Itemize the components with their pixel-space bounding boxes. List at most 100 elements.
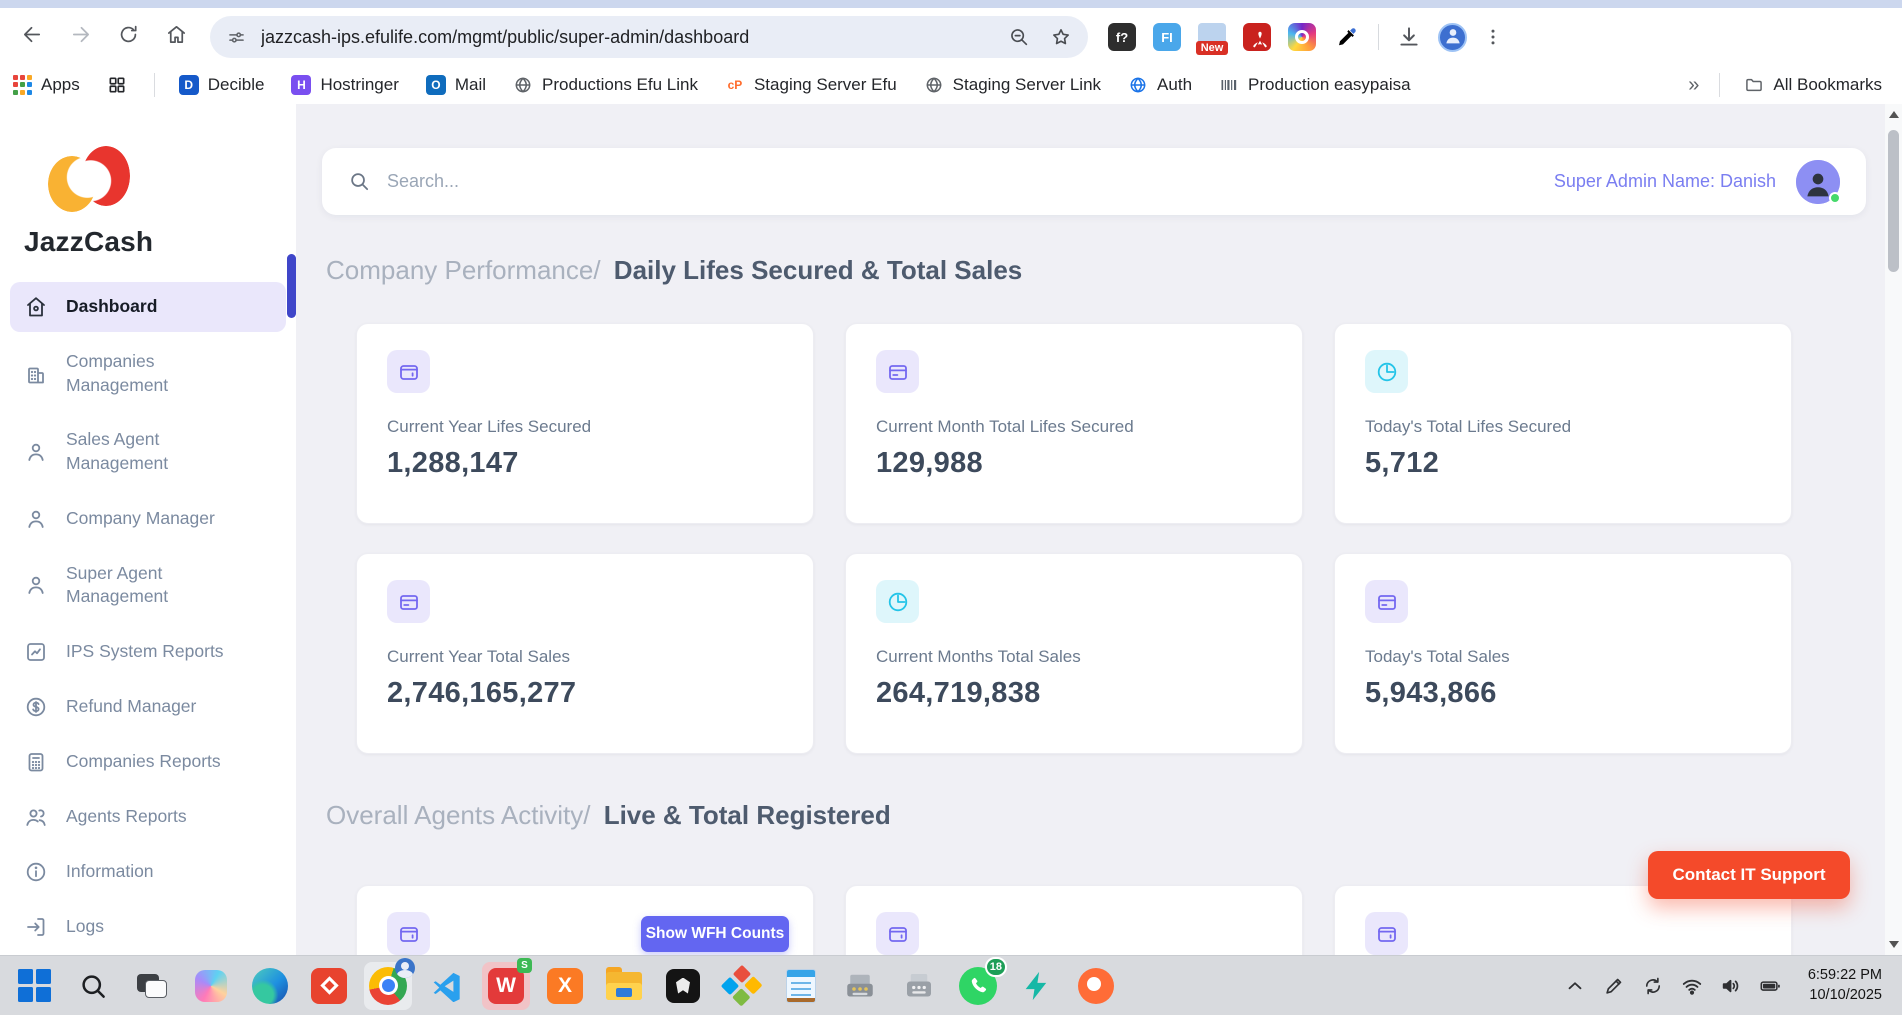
stat-card-value: 129,988 [876, 447, 983, 479]
jazzcash-logo: JazzCash [0, 104, 296, 258]
taskbar-flash-button[interactable] [1013, 962, 1061, 1010]
home-button[interactable] [156, 17, 196, 57]
scroll-up-arrow[interactable] [1889, 111, 1899, 118]
sidebar-item-super-agent-management[interactable]: Super Agent Management [10, 549, 286, 622]
home-icon [165, 23, 188, 51]
browser-menu-icon[interactable] [1483, 27, 1503, 47]
bookmarks-bar: Apps D Decible H Hostringer O Mail Productions… [0, 66, 1902, 104]
logout-icon [24, 915, 48, 939]
sidebar-item-information[interactable]: Information [10, 847, 286, 897]
sidebar-item-logs[interactable]: Logs [10, 902, 286, 952]
forward-button[interactable] [60, 17, 100, 57]
taskbar-clock[interactable]: 6:59:22 PM 10/10/2025 [1808, 966, 1882, 1005]
battery-icon[interactable] [1759, 975, 1781, 997]
sidebar-item-agents-reports[interactable]: Agents Reports [10, 792, 286, 842]
page-scrollbar[interactable] [1885, 104, 1902, 955]
bookmark-decible[interactable]: D Decible [178, 75, 265, 95]
sidebar-item-label: Super Agent Management [66, 562, 169, 607]
sync-icon[interactable] [1642, 975, 1664, 997]
taskbar-copilot-button[interactable] [187, 962, 235, 1010]
wifi-icon[interactable] [1681, 975, 1703, 997]
reload-icon [117, 23, 140, 51]
performance-heading: Company Performance/ Daily Lifes Secured… [326, 255, 1866, 286]
hostringer-favicon: H [291, 75, 312, 95]
bookmark-production-easypaisa[interactable]: Production easypaisa [1219, 75, 1411, 95]
windows-taskbar: W S X 18 6:59:22 PM 10/10/2025 [0, 955, 1902, 1015]
taskbar-darkapp-button[interactable] [659, 962, 707, 1010]
downloads-icon[interactable] [1396, 24, 1422, 50]
scroll-down-arrow[interactable] [1889, 941, 1899, 948]
taskbar-redapp-button[interactable] [305, 962, 353, 1010]
sidebar-item-companies-management[interactable]: Companies Management [10, 337, 286, 410]
sidebar-item-company-manager[interactable]: Company Manager [10, 494, 286, 544]
stat-card-current-month-total-lifes-secured: Current Month Total Lifes Secured 129,988 [845, 323, 1303, 524]
show-wfh-counts-button[interactable]: Show WFH Counts [641, 916, 789, 952]
taskbar-notepad-button[interactable] [777, 962, 825, 1010]
taskbar-taskview-button[interactable] [128, 962, 176, 1010]
eyedropper-extension[interactable] [1333, 23, 1361, 51]
scrollbar-thumb[interactable] [1888, 130, 1899, 272]
taskbar-machine2-button[interactable] [895, 962, 943, 1010]
reload-button[interactable] [108, 17, 148, 57]
typewriter-app-icon [842, 968, 878, 1004]
agents-card [845, 885, 1303, 955]
sidebar-item-refund-manager[interactable]: Refund Manager [10, 682, 286, 732]
bookmark-label: Productions Efu Link [542, 75, 698, 94]
agents-card: Show WFH Counts [356, 885, 814, 955]
font-identifier-extension[interactable]: FI [1153, 23, 1181, 51]
address-bar[interactable]: jazzcash-ips.efulife.com/mgmt/public/sup… [210, 16, 1088, 58]
wallet-icon [876, 912, 919, 955]
bookmark-mail[interactable]: O Mail [425, 75, 486, 95]
main-content: Super Admin Name: Danish Company Perform… [296, 104, 1902, 955]
whatsapp-badge: 18 [984, 956, 1007, 977]
apps-grid-icon [12, 75, 32, 95]
acrobat-extension[interactable] [1243, 23, 1271, 51]
browser-profile-avatar[interactable] [1438, 22, 1467, 52]
bookmark-star-icon[interactable] [1050, 26, 1072, 48]
sidebar-item-dashboard[interactable]: Dashboard [10, 282, 286, 332]
back-icon [21, 23, 44, 51]
zoom-out-icon[interactable] [1008, 26, 1030, 48]
taskbar-postman-button[interactable] [1072, 962, 1120, 1010]
building-icon [24, 362, 48, 386]
taskbar-machine1-button[interactable] [836, 962, 884, 1010]
active-item-accent-bar [287, 254, 296, 318]
stat-card-current-year-lifes-secured: Current Year Lifes Secured 1,288,147 [356, 323, 814, 524]
bookmark-label: Decible [207, 75, 265, 94]
back-button[interactable] [12, 17, 52, 57]
sidebar-item-ips-system-reports[interactable]: IPS System Reports [10, 627, 286, 677]
bookmark-auth[interactable]: Auth [1128, 75, 1192, 95]
taskbar-edge-button[interactable] [246, 962, 294, 1010]
bookmarks-divider [153, 73, 155, 97]
volume-icon[interactable] [1720, 975, 1742, 997]
contact-it-support-button[interactable]: Contact IT Support [1648, 851, 1850, 899]
fx-extension[interactable]: f? [1108, 23, 1136, 51]
pen-icon[interactable] [1603, 975, 1625, 997]
taskbar-whatsapp-button[interactable]: 18 [954, 956, 1007, 1010]
camera-extension[interactable] [1288, 23, 1316, 51]
new-badge-extension[interactable]: New [1196, 23, 1228, 55]
taskbar-winsearch-button[interactable] [69, 962, 117, 1010]
search-input[interactable] [387, 171, 747, 192]
stat-card-label: Current Months Total Sales [876, 647, 1081, 666]
site-settings-icon[interactable] [226, 27, 247, 48]
taskbar-xampp-button[interactable]: X [541, 962, 589, 1010]
bookmark-productions-efu-link[interactable]: Productions Efu Link [513, 75, 698, 95]
bookmark-apps[interactable]: Apps [12, 75, 80, 95]
taskbar-diamond-button[interactable] [718, 962, 766, 1010]
taskbar-explorer-button[interactable] [600, 962, 648, 1010]
bookmark-grid-shortcut[interactable] [107, 75, 127, 95]
taskbar-vscode-button[interactable] [423, 962, 471, 1010]
bookmark-hostringer[interactable]: H Hostringer [291, 75, 399, 95]
bookmark-staging-server-efu[interactable]: cP Staging Server Efu [725, 75, 897, 95]
bookmarks-overflow-chevron[interactable]: » [1688, 73, 1700, 96]
bookmark-staging-server-link[interactable]: Staging Server Link [924, 75, 1101, 95]
user-avatar[interactable] [1796, 159, 1841, 204]
sidebar-item-sales-agent-management[interactable]: Sales Agent Management [10, 415, 286, 488]
sidebar-item-companies-reports[interactable]: Companies Reports [10, 737, 286, 787]
all-bookmarks-button[interactable]: All Bookmarks [1744, 75, 1882, 95]
tray-chevron-up-icon[interactable] [1564, 975, 1586, 997]
taskbar-start-button[interactable] [10, 962, 58, 1010]
taskbar-chrome-button[interactable] [364, 957, 415, 1010]
